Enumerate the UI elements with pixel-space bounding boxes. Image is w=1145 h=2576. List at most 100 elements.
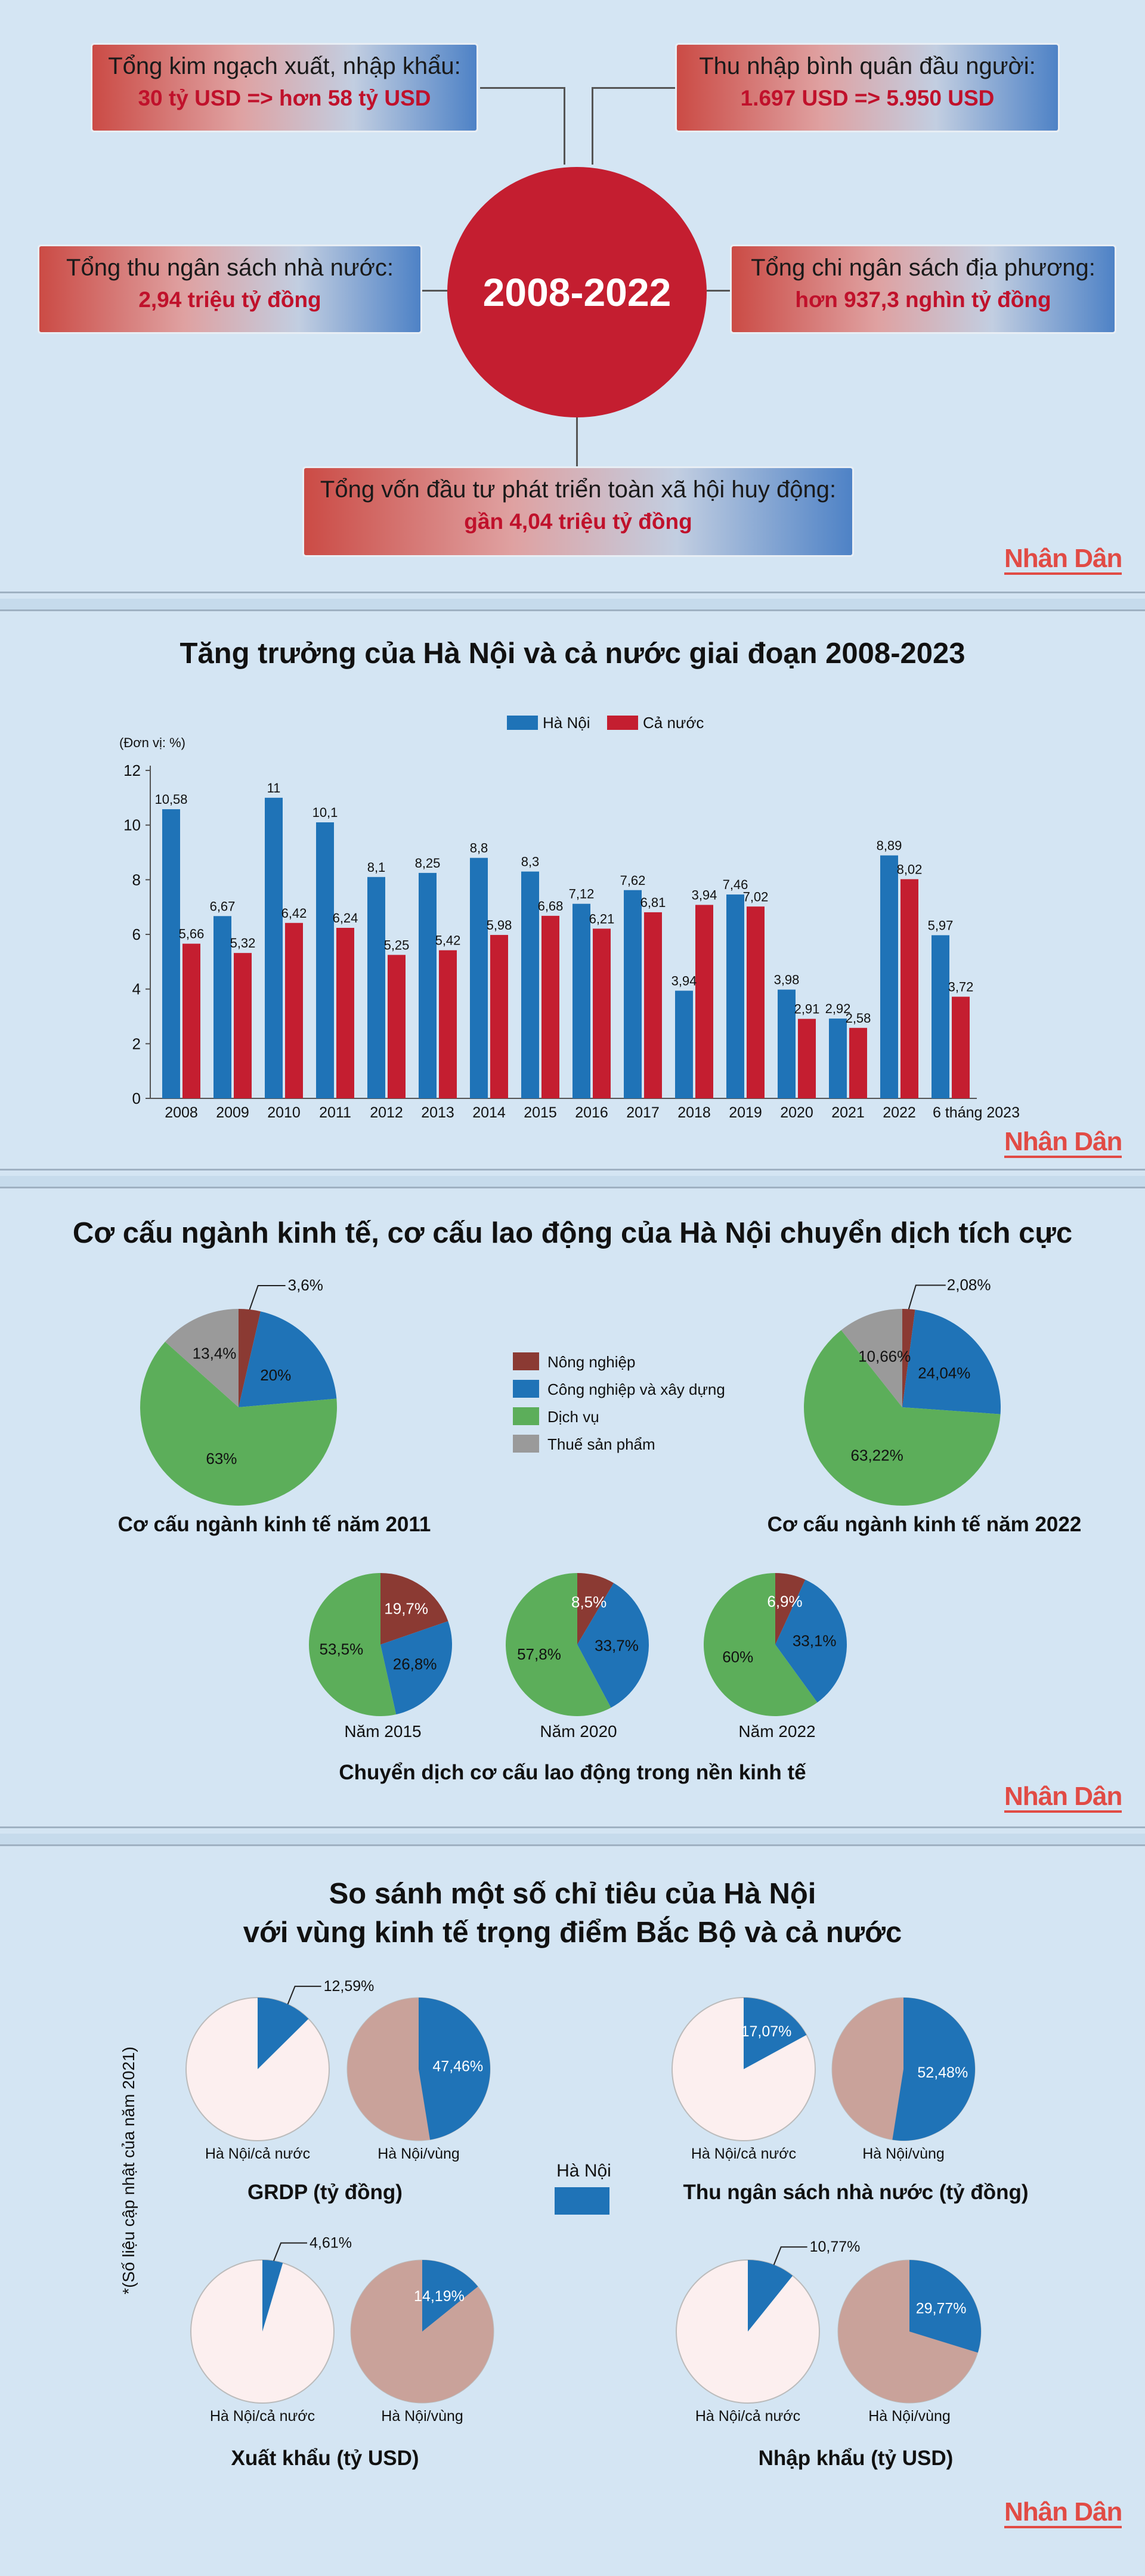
kpi-value: 2,94 triệu tỷ đồng — [138, 287, 321, 312]
period-circle: 2008-2022 — [447, 167, 707, 417]
pie-slice — [841, 1309, 902, 1407]
data-label-country: 5,32 — [230, 936, 256, 950]
data-label-hanoi: 2,92 — [825, 1001, 851, 1016]
data-label-hanoi: 7,46 — [723, 877, 748, 892]
bar-country — [388, 955, 406, 1098]
bar-hanoi — [367, 877, 385, 1098]
bar-hanoi — [624, 890, 642, 1098]
growth-title: Tăng trưởng của Hà Nội và cả nước giai đ… — [180, 637, 965, 670]
data-label-country: 5,42 — [435, 933, 461, 948]
leader-line — [773, 2246, 807, 2265]
pie-slice — [505, 1573, 611, 1716]
connector-line — [576, 411, 578, 468]
bar-hanoi — [726, 894, 744, 1098]
y-tick-label: 6 — [132, 925, 141, 943]
data-label-hanoi: 5,97 — [928, 918, 954, 933]
pie-slice-hanoi — [909, 2260, 982, 2353]
section-divider — [0, 1826, 1145, 1828]
nhandan-logo: Nhân Dân — [1004, 2498, 1122, 2528]
bar-country — [798, 1018, 816, 1098]
kpi-title: Tổng thu ngân sách nhà nước: — [66, 255, 394, 281]
y-tick-label: 10 — [123, 816, 141, 834]
caption-export: Xuất khẩu (tỷ USD) — [231, 2447, 419, 2470]
pie-sub-label: Hà Nội/vùng — [381, 2408, 463, 2425]
bar-country — [182, 943, 200, 1098]
slice-label: 29,77% — [916, 2301, 967, 2317]
section-divider — [0, 592, 1145, 593]
pie-slice — [308, 1573, 397, 1716]
y-tick-label: 8 — [132, 871, 141, 888]
connector-line — [707, 290, 732, 292]
slice-label: 24,04% — [918, 1364, 970, 1382]
kpi-title: Tổng chi ngân sách địa phương: — [751, 255, 1096, 281]
kpi-title: Tổng kim ngạch xuất, nhập khẩu: — [108, 53, 461, 79]
x-tick-label: 2015 — [524, 1104, 557, 1121]
bar-country — [336, 928, 354, 1098]
bar-hanoi — [213, 916, 231, 1098]
pie-sub-label: Hà Nội/cả nước — [210, 2408, 315, 2425]
kpi-box-investment: Tổng vốn đầu tư phát triển toàn xã hội h… — [302, 466, 854, 557]
bar-hanoi — [932, 935, 949, 1098]
data-label-hanoi: 8,89 — [877, 838, 902, 853]
bar-country — [695, 905, 713, 1098]
legend-label: Nông nghiệp — [547, 1353, 635, 1371]
labor-year-2015: Năm 2015 — [344, 1722, 422, 1741]
leader-line — [273, 2242, 308, 2261]
y-axis-label: (Đơn vị: %) — [119, 735, 185, 750]
slice-label: 63% — [206, 1450, 237, 1467]
leader-line — [249, 1285, 286, 1310]
pie-slice — [775, 1573, 806, 1645]
pie-slice — [140, 1342, 337, 1506]
kpi-value: gần 4,04 triệu tỷ đồng — [464, 509, 692, 534]
pie-slice — [165, 1309, 239, 1407]
compare-title-1: So sánh một số chỉ tiêu của Hà Nội — [329, 1878, 816, 1910]
pie-slice-hanoi — [422, 2260, 478, 2332]
data-label-country: 3,94 — [692, 888, 717, 903]
bar-hanoi — [880, 855, 898, 1098]
data-label-hanoi: 7,62 — [620, 873, 646, 888]
pie-sub-label: Hà Nội/cả nước — [691, 2145, 796, 2162]
labor-caption: Chuyển dịch cơ cấu lao động trong nền ki… — [339, 1761, 806, 1784]
bar-hanoi — [162, 809, 180, 1098]
x-tick-label: 2013 — [421, 1104, 454, 1121]
legend-label: Thuế sản phẩm — [547, 1435, 655, 1453]
data-label-country: 6,42 — [281, 906, 307, 921]
x-tick-label: 2011 — [319, 1104, 351, 1121]
connector-line — [480, 87, 565, 89]
pie-sub-label: Hà Nội/vùng — [868, 2408, 951, 2425]
caption-grdp: GRDP (tỷ đồng) — [247, 2181, 403, 2204]
pie-slice — [380, 1621, 452, 1715]
x-tick-label: 2008 — [165, 1104, 198, 1121]
pie-slice — [380, 1573, 448, 1645]
legend-label-hanoi: Hà Nội — [543, 714, 590, 732]
legend-swatch — [513, 1407, 539, 1425]
data-label-country: 6,24 — [333, 911, 358, 925]
legend-swatch — [513, 1352, 539, 1370]
data-label-hanoi: 10,58 — [154, 792, 187, 807]
kpi-box-spending: Tổng chi ngân sách địa phương: hơn 937,3… — [730, 244, 1116, 334]
pie-slice-hanoi — [258, 1998, 309, 2069]
bar-hanoi — [265, 797, 283, 1098]
legend-swatch — [513, 1380, 539, 1398]
structure-pie-charts: 3,6% 20% 63% 13,4% 2,08% 24,04% 63,22% 10,66% Nô… — [140, 1275, 1001, 1716]
data-label-country: 6,68 — [538, 899, 564, 914]
x-tick-label: 2016 — [575, 1104, 608, 1121]
x-tick-label: 2009 — [216, 1104, 249, 1121]
pie-slice — [239, 1309, 261, 1407]
bar-country — [900, 879, 918, 1098]
bar-hanoi — [572, 903, 590, 1098]
bar-country — [439, 950, 457, 1098]
bar-country — [490, 934, 508, 1098]
slice-label: 10,77% — [810, 2238, 861, 2255]
pie-slice-hanoi — [892, 1998, 975, 2141]
slice-label: 10,66% — [858, 1347, 911, 1365]
kpi-value: 30 tỷ USD => hơn 58 tỷ USD — [138, 86, 431, 110]
bar-country — [285, 922, 303, 1098]
legend-label: Công nghiệp và xây dựng — [547, 1380, 725, 1398]
bar-hanoi — [829, 1018, 847, 1098]
bar-hanoi — [778, 989, 796, 1098]
data-label-hanoi: 6,67 — [210, 899, 236, 914]
bar-country — [541, 915, 559, 1098]
slice-label: 60% — [722, 1648, 753, 1665]
data-label-country: 5,66 — [179, 927, 205, 942]
